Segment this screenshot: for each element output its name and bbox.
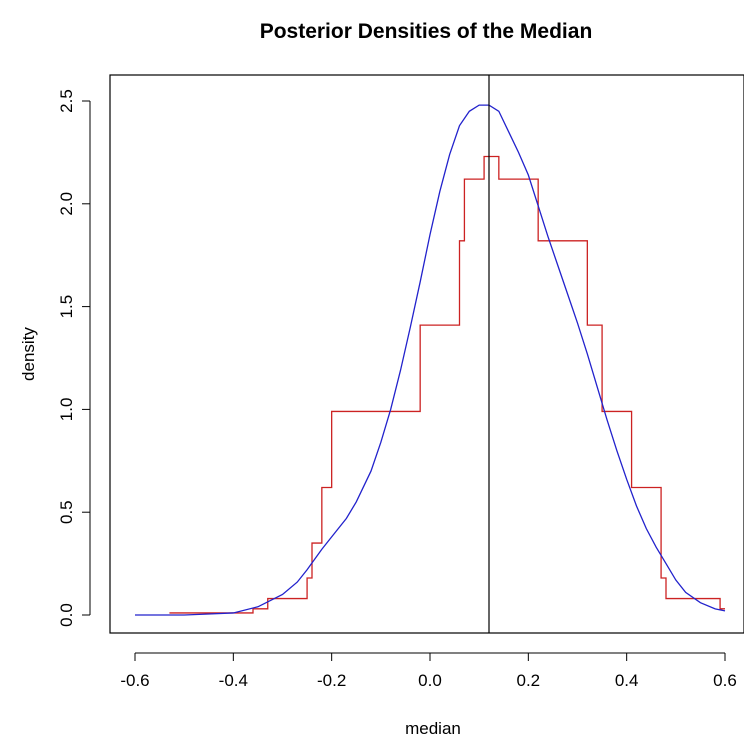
y-tick-label: 0.0 xyxy=(57,603,76,627)
y-axis-title: density xyxy=(19,327,38,381)
series-layer xyxy=(135,75,726,633)
y-tick-label: 1.5 xyxy=(57,295,76,319)
x-tick-label: -0.2 xyxy=(317,671,346,690)
y-tick-label: 2.5 xyxy=(57,89,76,113)
x-tick-label: 0.4 xyxy=(615,671,639,690)
chart-title: Posterior Densities of the Median xyxy=(260,20,593,43)
x-tick-label: 0.0 xyxy=(418,671,442,690)
y-tick-label: 1.0 xyxy=(57,398,76,422)
y-tick-label: 2.0 xyxy=(57,192,76,216)
y-axis: 0.0 0.5 1.0 1.5 2.0 2.5 xyxy=(57,89,91,627)
x-tick-label: 0.2 xyxy=(517,671,541,690)
density-curve xyxy=(135,104,726,616)
x-tick-label: -0.6 xyxy=(120,671,149,690)
x-axis-title: median xyxy=(405,719,461,738)
plot-frame xyxy=(109,74,744,634)
x-axis: -0.6 -0.4 -0.2 0.0 0.2 0.4 0.6 xyxy=(120,652,737,690)
x-tick-label: 0.6 xyxy=(713,671,737,690)
histogram-step-line xyxy=(169,155,725,614)
x-tick-label: -0.4 xyxy=(219,671,248,690)
y-tick-label: 0.5 xyxy=(57,500,76,524)
